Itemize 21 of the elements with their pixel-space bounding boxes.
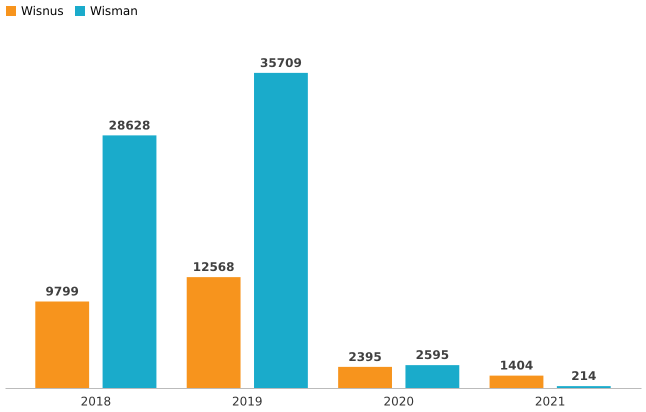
bar [405, 365, 460, 388]
data-label: 214 [571, 369, 596, 384]
bar [102, 135, 156, 388]
legend-label: Wisman [90, 4, 138, 18]
x-tick-label: 2020 [383, 394, 414, 408]
data-label: 28628 [108, 118, 150, 132]
x-tick-label: 2021 [534, 394, 566, 408]
bar [186, 277, 241, 388]
x-tick-label: 2019 [232, 394, 263, 408]
bar [254, 72, 308, 388]
data-label: 35709 [260, 56, 302, 70]
data-label: 12568 [192, 260, 235, 274]
legend-label: Wisnus [21, 4, 64, 18]
data-label: 2595 [416, 348, 450, 362]
data-label: 1404 [500, 358, 534, 373]
data-label: 2395 [348, 350, 382, 364]
data-label: 9799 [46, 284, 79, 299]
bar [490, 376, 544, 388]
x-tick-label: 2018 [80, 394, 112, 408]
bar [338, 366, 392, 388]
bar [35, 302, 90, 388]
